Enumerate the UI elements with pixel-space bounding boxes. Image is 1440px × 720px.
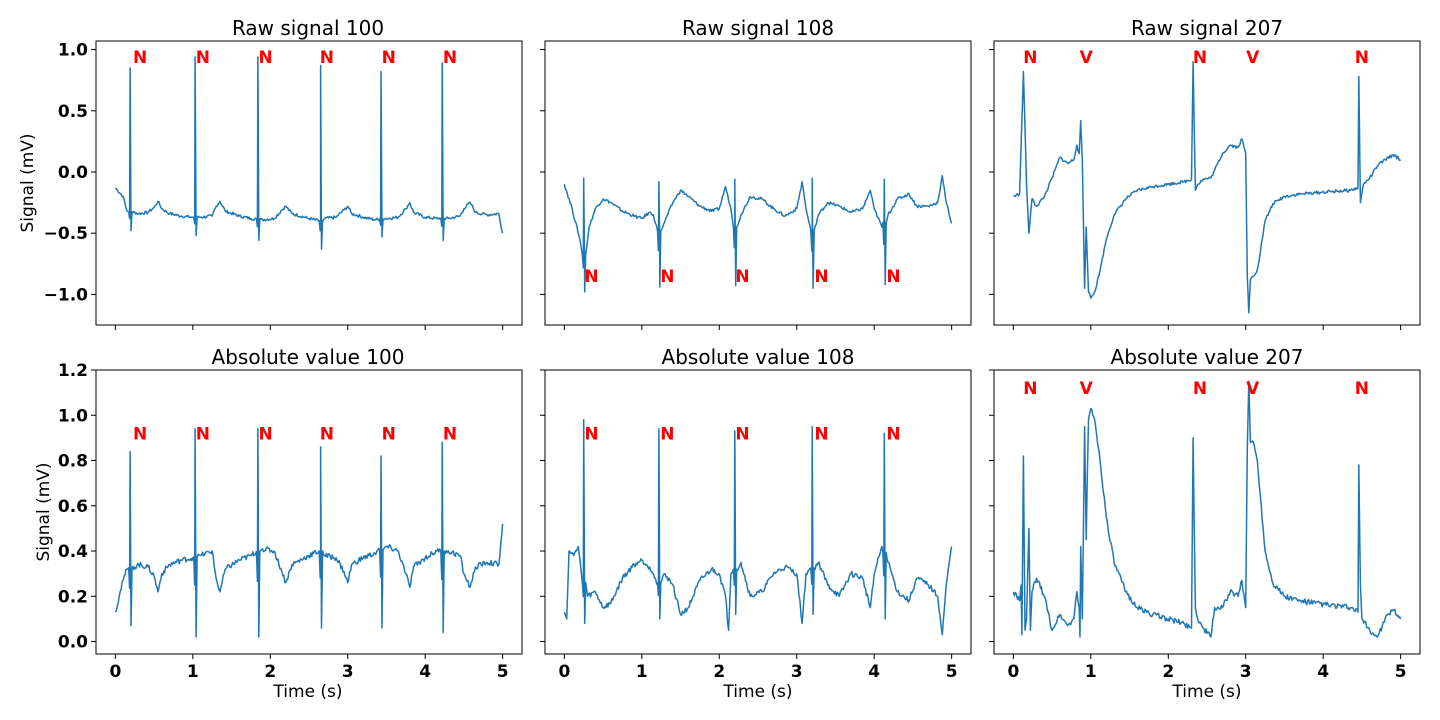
x-tick-label: 2 [1162,662,1174,682]
subplot-abs-207: Absolute value 207 0 1 2 3 4 5 N V N V N Time (s) [989,345,1421,702]
x-tick-label: 5 [946,662,958,682]
y-tick-label: 1.0 [58,406,88,426]
beat-annotation: N [443,424,457,444]
axes-frame [993,369,1421,655]
axes-frame [95,40,523,326]
x-tick-label: 2 [264,662,276,682]
y-tick-label: 0.8 [58,452,88,472]
plot-area: 0 1 2 3 4 5 N V N V N [989,369,1421,682]
x-tick-label: 0 [109,662,121,682]
beat-annotation: N [196,424,210,444]
signal-line [114,428,504,638]
subplot-abs-108: Absolute value 108 0 1 2 3 4 5 N N N N N Time (s) [540,345,972,702]
beat-annotation: N [443,48,457,68]
y-tick-label: 0.4 [58,542,88,562]
beat-annotation: N [1193,48,1207,68]
y-axis-label: Signal (mV) [18,133,38,232]
x-tick-label: 0 [558,662,570,682]
beat-annotation: N [660,424,674,444]
chart-title: Raw signal 100 [232,16,384,40]
signal-line [1013,61,1402,314]
subplot-raw-207: Raw signal 207 N V N V N [989,16,1421,330]
beat-annotation: N [886,424,900,444]
x-axis-label: Time (s) [1171,682,1241,702]
subplot-abs-100: Absolute value 100 0.0 0.2 0.4 0.6 0.8 1.0 1.2… [34,345,523,702]
y-tick-label: 1.0 [58,41,88,61]
y-tick-label: 1.2 [58,361,88,381]
chart-title: Raw signal 207 [1131,16,1283,40]
x-tick-label: 4 [1317,662,1329,682]
y-axis-label: Signal (mV) [34,462,54,561]
subplot-raw-108: Raw signal 108 N N N N N [540,16,972,330]
axes-frame [95,369,523,655]
beat-annotation: N [382,424,396,444]
signal-line [1012,380,1402,638]
beat-annotation: N [735,424,749,444]
signal-line [563,419,953,636]
beat-annotation: N [133,424,147,444]
plot-area: 0.0 0.2 0.4 0.6 0.8 1.0 1.2 0 1 2 3 4 5 N N N N N N [58,361,523,682]
subplot-raw-100: Raw signal 100 −1.0 −0.5 0.0 0.5 1.0 N N N N N N S… [18,16,523,330]
beat-annotation: N [584,424,598,444]
beat-annotation: N [196,48,210,68]
x-tick-label: 3 [342,662,354,682]
beat-annotation: N [1355,379,1369,399]
beat-annotation: N [814,424,828,444]
beat-annotation: V [1246,48,1260,68]
beat-annotation: N [1023,379,1037,399]
beat-annotation: N [1193,379,1207,399]
x-tick-label: 0 [1007,662,1019,682]
beat-annotation: V [1080,379,1094,399]
beat-annotation: V [1246,379,1260,399]
axes-frame [993,40,1421,326]
beat-annotation: V [1080,48,1094,68]
chart-title: Raw signal 108 [682,16,834,40]
x-tick-label: 1 [636,662,648,682]
beat-annotation: N [382,48,396,68]
y-tick-label: 0.0 [58,163,88,183]
chart-title: Absolute value 108 [662,345,855,369]
x-tick-label: 2 [713,662,725,682]
x-tick-label: 4 [419,662,431,682]
x-tick-label: 3 [791,662,803,682]
x-axis-label: Time (s) [272,682,342,702]
x-tick-label: 5 [1395,662,1407,682]
x-tick-label: 4 [868,662,880,682]
y-tick-label: −1.0 [44,285,89,305]
x-tick-label: 3 [1240,662,1252,682]
signal-line [114,56,504,250]
x-tick-label: 1 [187,662,199,682]
beat-annotation: N [735,267,749,287]
beat-annotation: N [660,267,674,287]
plot-area: −1.0 −0.5 0.0 0.5 1.0 N N N N N N [44,40,523,330]
beat-annotation: N [1023,48,1037,68]
beat-annotation: N [320,424,334,444]
beat-annotation: N [584,267,598,287]
beat-annotation: N [133,48,147,68]
y-tick-label: 0.5 [58,102,88,122]
beat-annotation: N [259,424,273,444]
x-tick-label: 5 [497,662,509,682]
plot-area: 0 1 2 3 4 5 N N N N N [540,369,972,682]
chart-title: Absolute value 207 [1111,345,1304,369]
axes-frame [544,369,972,655]
axes-frame [544,40,972,326]
beat-annotation: N [814,267,828,287]
beat-annotation: N [259,48,273,68]
chart-title: Absolute value 100 [212,345,405,369]
beat-annotation: N [320,48,334,68]
y-tick-label: 0.2 [58,587,88,607]
beat-annotation: N [1355,48,1369,68]
y-tick-label: 0.0 [58,633,88,653]
y-tick-label: −0.5 [44,224,88,244]
y-tick-label: 0.6 [58,497,88,517]
beat-annotation: N [886,267,900,287]
signal-line [563,174,953,293]
x-axis-label: Time (s) [722,682,792,702]
x-tick-label: 1 [1085,662,1097,682]
